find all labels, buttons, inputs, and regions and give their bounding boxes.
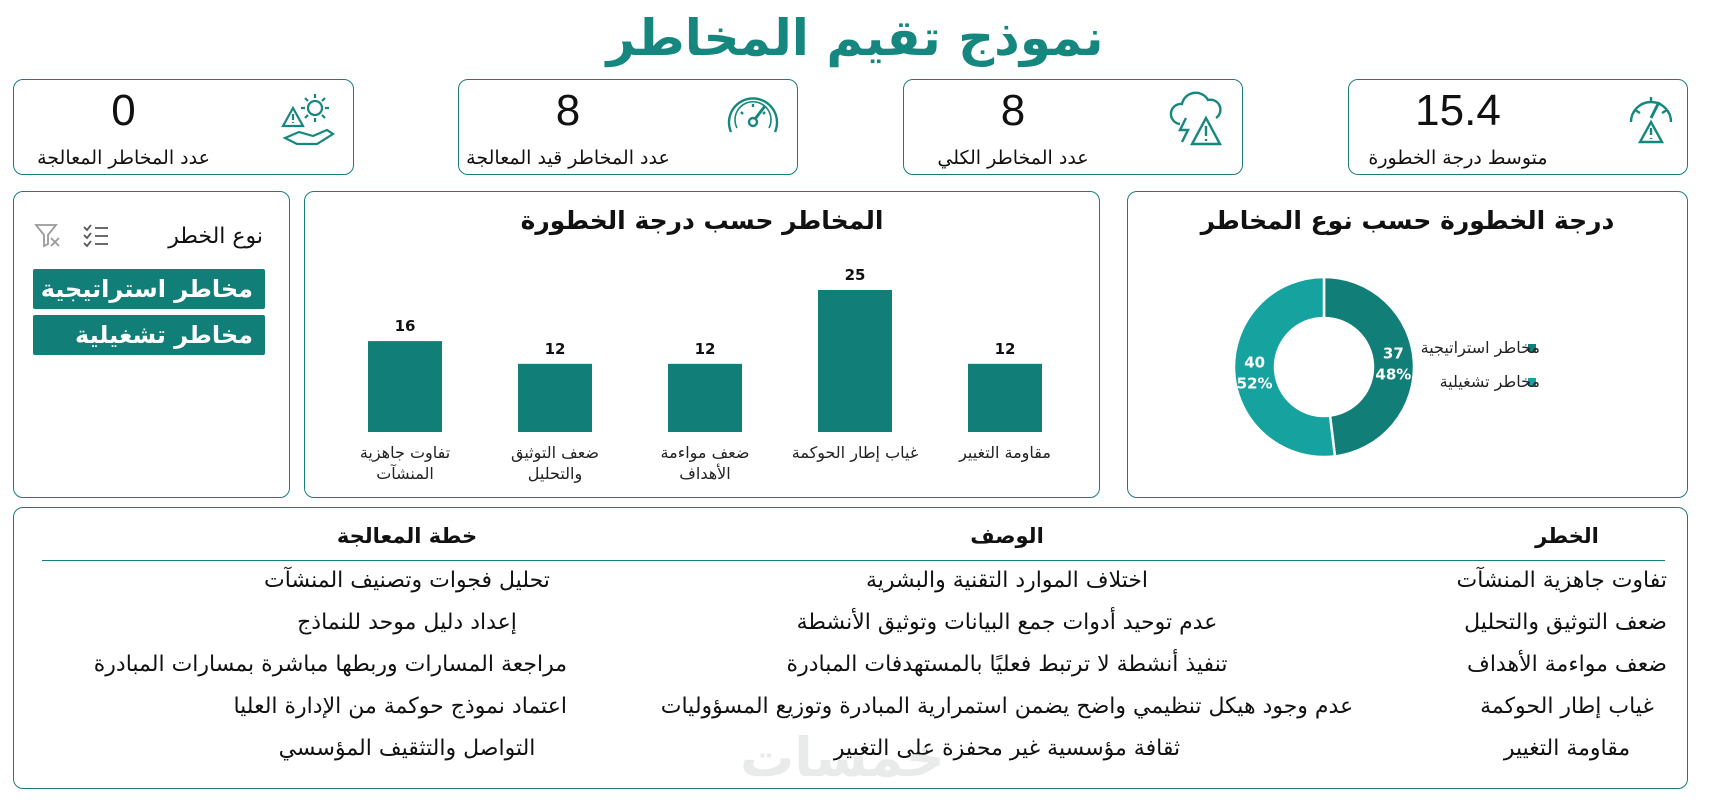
bar-chart-title: المخاطر حسب درجة الخطورة (520, 206, 884, 235)
kpi-value: 15.4 (1415, 86, 1501, 135)
x-tick-label: غياب إطار الحوكمة (792, 443, 918, 463)
bar[interactable] (668, 363, 742, 432)
risk-table-card: الخطر الوصف خطة المعالجة تفاوت جاهزية ال… (13, 507, 1688, 789)
table-cell-risk: تفاوت جاهزية المنشآت (1456, 568, 1667, 593)
x-tick-label: ضعف التوثيق (511, 443, 599, 463)
slice-percent-label: 48% (1375, 366, 1411, 384)
multi-select-icon[interactable] (82, 222, 110, 248)
table-cell-description: عدم وجود هيكل تنظيمي واضح يضمن استمرارية… (660, 694, 1354, 719)
table-cell-risk: غياب إطار الحوكمة (1480, 694, 1654, 719)
kpi-card-avg-severity: 15.4 متوسط درجة الخطورة (1348, 79, 1688, 175)
donut-chart-card: درجة الخطورة حسب نوع المخاطر 37 48% 40 52% م… (1127, 191, 1688, 498)
legend-label: مخاطر تشغيلية (1440, 372, 1540, 392)
table-cell-description: اختلاف الموارد التقنية والبشرية (865, 568, 1149, 593)
table-cell-plan: اعتماد نموذج حوكمة من الإدارة العليا (233, 694, 567, 719)
bar-value-label: 12 (545, 340, 566, 358)
legend-swatch (1528, 344, 1536, 352)
page-title: نموذج تقيم المخاطر (606, 9, 1104, 67)
legend-swatch (1528, 378, 1536, 386)
bar[interactable] (818, 290, 892, 432)
kpi-label: متوسط درجة الخطورة (1368, 147, 1548, 169)
speedometer-icon (727, 97, 779, 133)
kpi-label: عدد المخاطر الكلي (937, 147, 1089, 169)
x-tick-label: الأهداف (679, 463, 730, 483)
x-tick-label: مقاومة التغيير (958, 443, 1051, 463)
table-cell-plan: تحليل فجوات وتصنيف المنشآت (264, 568, 550, 593)
slicer-option-strategic[interactable]: مخاطر استراتيجية (33, 269, 265, 309)
legend-label: مخاطر استراتيجية (1421, 338, 1540, 358)
clear-filter-icon[interactable] (34, 222, 62, 248)
slicer-title: نوع الخطر (168, 224, 263, 249)
kpi-label: عدد المخاطر المعالجة (37, 147, 210, 169)
bar-value-label: 12 (695, 340, 716, 358)
kpi-card-in-progress: 8 عدد المخاطر قيد المعالجة (458, 79, 798, 175)
table-cell-description: تنفيذ أنشطة لا ترتبط فعليًا بالمستهدفات … (786, 652, 1228, 677)
column-header-plan: خطة المعالجة (336, 524, 478, 548)
risk-type-slicer: نوع الخطر مخاطر استراتيجية مخاطر تشغيلية (13, 191, 290, 498)
slicer-option-operational[interactable]: مخاطر تشغيلية (33, 315, 265, 355)
table-cell-risk: ضعف التوثيق والتحليل (1464, 610, 1667, 635)
slice-percent-label: 52% (1237, 374, 1273, 392)
bar[interactable] (968, 363, 1042, 432)
x-tick-label: ضعف مواءمة (661, 443, 750, 463)
donut-slice[interactable] (1322, 275, 1416, 458)
table-cell-plan: التواصل والتثقيف المؤسسي (278, 736, 536, 761)
table-header-divider (42, 560, 1665, 561)
kpi-value: 0 (111, 86, 136, 135)
bar[interactable] (368, 341, 442, 432)
slice-value-label: 40 (1244, 353, 1265, 371)
kpi-card-treated: 0 عدد المخاطر المعالجة (13, 79, 354, 175)
table-cell-description: ثقافة مؤسسية غير محفزة على التغيير (833, 736, 1181, 761)
table-cell-plan: مراجعة المسارات وربطها مباشرة بمسارات ال… (93, 652, 567, 677)
bar-value-label: 16 (395, 317, 416, 335)
bar-value-label: 12 (995, 340, 1016, 358)
donut-slice[interactable] (1232, 275, 1337, 459)
table-cell-description: عدم توحيد أدوات جمع البيانات وتوثيق الأن… (796, 610, 1218, 635)
donut-chart-title: درجة الخطورة حسب نوع المخاطر (1200, 206, 1615, 235)
donut-chart: 37 48% 40 52% مخاطر استراتيجية مخاطر تشغيلية (1232, 275, 1540, 459)
x-tick-label: تفاوت جاهزية (360, 443, 450, 463)
column-header-description: الوصف (970, 524, 1044, 548)
kpi-label: عدد المخاطر قيد المعالجة (466, 147, 670, 169)
table-cell-risk: مقاومة التغيير (1503, 736, 1631, 761)
gear-warning-hand-icon (281, 94, 336, 146)
x-tick-label: والتحليل (528, 464, 582, 484)
bar-chart: 12 مقاومة التغيير 25 غياب إطار الحوكمة 12 ضعف… (360, 266, 1051, 484)
column-header-risk: الخطر (1535, 524, 1599, 548)
bar-value-label: 25 (845, 266, 866, 284)
storm-warning-icon (1169, 91, 1223, 146)
x-tick-label: المنشآت (376, 464, 434, 483)
kpi-value: 8 (555, 86, 581, 135)
risk-gauge-icon (1629, 97, 1673, 144)
bar-chart-card: المخاطر حسب درجة الخطورة 12 مقاومة التغيي… (304, 191, 1100, 498)
table-cell-risk: ضعف مواءمة الأهداف (1467, 652, 1667, 677)
kpi-value: 8 (1000, 86, 1026, 135)
table-cell-plan: إعداد دليل موحد للنماذج (297, 610, 517, 635)
slice-value-label: 37 (1383, 345, 1404, 363)
bar[interactable] (518, 363, 592, 432)
kpi-card-total-risks: 8 عدد المخاطر الكلي (903, 79, 1243, 175)
